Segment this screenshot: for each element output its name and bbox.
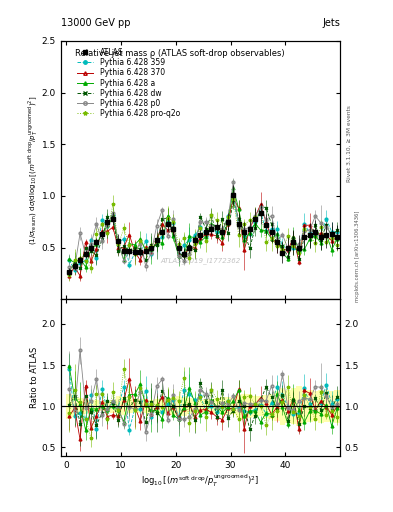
X-axis label: $\log_{10}[(m^\mathrm{soft\ drop}/p_T^\mathrm{ungroomed})^2]$: $\log_{10}[(m^\mathrm{soft\ drop}/p_T^\m… xyxy=(141,472,259,488)
Y-axis label: Ratio to ATLAS: Ratio to ATLAS xyxy=(30,347,39,408)
Y-axis label: $(1/\sigma_\mathrm{resum})\ \mathrm{d}\sigma/\mathrm{d}\log_{10}[(m^\mathrm{soft: $(1/\sigma_\mathrm{resum})\ \mathrm{d}\s… xyxy=(27,95,40,245)
Legend: ATLAS, Pythia 6.428 359, Pythia 6.428 370, Pythia 6.428 a, Pythia 6.428 dw, Pyth: ATLAS, Pythia 6.428 359, Pythia 6.428 37… xyxy=(73,45,183,121)
Text: 13000 GeV pp: 13000 GeV pp xyxy=(61,18,130,28)
Text: Rivet 3.1.10, ≥ 3M events: Rivet 3.1.10, ≥ 3M events xyxy=(347,105,352,182)
Text: Relative jet mass ρ (ATLAS soft-drop observables): Relative jet mass ρ (ATLAS soft-drop obs… xyxy=(75,49,285,58)
Text: mcplots.cern.ch [arXiv:1306.3436]: mcplots.cern.ch [arXiv:1306.3436] xyxy=(355,210,360,302)
Text: ATLAS_2019_I1772362: ATLAS_2019_I1772362 xyxy=(160,257,241,264)
Text: Jets: Jets xyxy=(322,18,340,28)
